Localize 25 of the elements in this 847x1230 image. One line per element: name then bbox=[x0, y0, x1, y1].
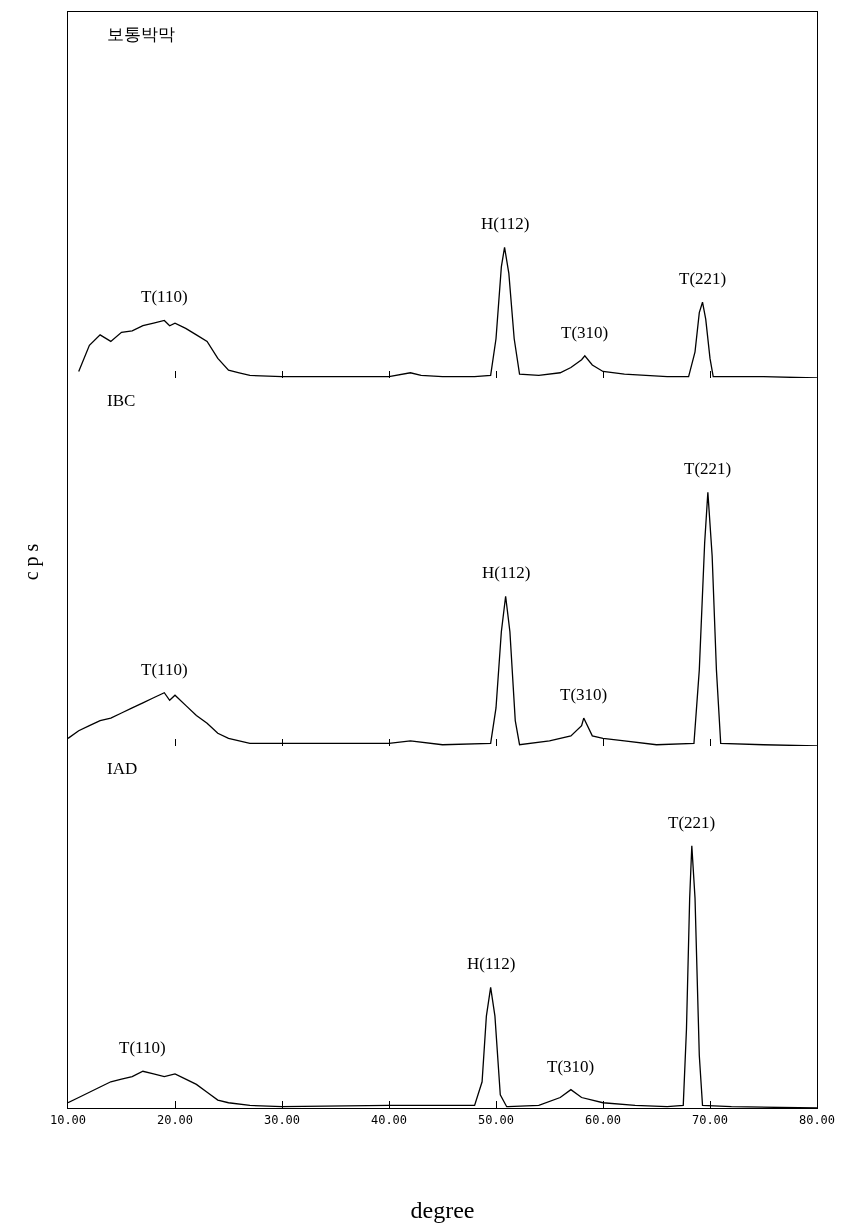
annotation: H(112) bbox=[467, 954, 516, 973]
annotation: T(221) bbox=[684, 459, 732, 478]
x-tick-label: 10.00 bbox=[49, 1112, 87, 1127]
annotation: T(110) bbox=[119, 1038, 166, 1057]
chart-title: IBC bbox=[107, 391, 136, 410]
annotation: T(221) bbox=[668, 813, 716, 832]
annotation: T(221) bbox=[679, 269, 727, 288]
annotation: T(310) bbox=[561, 323, 609, 342]
x-tick-label: 70.00 bbox=[691, 1112, 729, 1127]
annotation: T(310) bbox=[547, 1057, 595, 1076]
annotation: H(112) bbox=[481, 214, 530, 233]
x-axis-title: degree bbox=[410, 1196, 475, 1223]
x-tick-label: 20.00 bbox=[156, 1112, 194, 1127]
x-tick-label: 60.00 bbox=[584, 1112, 622, 1127]
x-tick-label: 30.00 bbox=[263, 1112, 301, 1127]
annotation: T(110) bbox=[141, 660, 188, 679]
annotation: H(112) bbox=[482, 563, 531, 582]
annotation: T(110) bbox=[141, 287, 188, 306]
chart-title: IAD bbox=[107, 759, 138, 778]
x-tick-label: 40.00 bbox=[370, 1112, 408, 1127]
x-tick-label: 80.00 bbox=[798, 1112, 836, 1127]
annotation: T(310) bbox=[560, 685, 608, 704]
chart-title: 보통박막 bbox=[107, 25, 175, 44]
y-axis-title: c p s bbox=[20, 543, 44, 581]
x-tick-label: 50.00 bbox=[477, 1112, 515, 1127]
